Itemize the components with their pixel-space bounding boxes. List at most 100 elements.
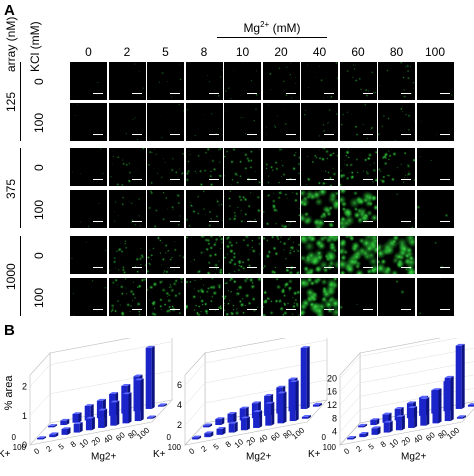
scale-bar: [440, 267, 450, 268]
bar-front: [302, 417, 308, 419]
mg-tick-label: 20: [90, 435, 103, 448]
micrograph-cell: [224, 236, 261, 274]
mg-column-label: 2: [107, 45, 147, 59]
mg-tick-label: 0: [342, 446, 352, 456]
kcl-label: 100: [32, 288, 46, 308]
micrograph-cell: [263, 236, 300, 274]
mg-tick-label: 8: [379, 439, 389, 449]
scale-bar: [363, 267, 373, 268]
micrograph-cell: [186, 278, 223, 316]
scale-bar: [132, 309, 142, 310]
bar-front-side: [284, 392, 287, 424]
scale-bar: [401, 93, 411, 94]
scale-bar: [209, 93, 219, 94]
bar-front-side: [129, 392, 132, 423]
micrograph-cell: [109, 103, 146, 141]
micrograph-cell: [340, 190, 377, 228]
mg-tick-label: 8: [224, 439, 234, 449]
scale-bar: [93, 221, 103, 222]
array-label: 1000: [4, 264, 18, 291]
bar-back-side: [462, 344, 465, 409]
mg-header-text: Mg2+ (mM): [243, 21, 300, 35]
bar-front: [408, 408, 414, 428]
mg-tick-label: 0: [32, 446, 42, 456]
scale-bar: [209, 134, 219, 135]
micrograph-cell: [417, 190, 454, 228]
bar-front-side: [451, 376, 454, 421]
micrograph-cell: [378, 190, 415, 228]
bar-front: [290, 382, 296, 421]
mg-tick-label: 5: [57, 442, 67, 452]
micrograph-cell: [186, 103, 223, 141]
bar-front: [372, 428, 378, 435]
micrograph-cell: [224, 190, 261, 228]
micrograph-cell: [417, 62, 454, 100]
bar-front: [278, 393, 284, 423]
micrograph-cell: [70, 278, 107, 316]
bar-front: [241, 418, 247, 430]
y-tick-label: 4: [177, 400, 182, 410]
micrograph-cell: [263, 148, 300, 186]
bar-front: [49, 434, 55, 437]
mg-tick-label: 100: [445, 425, 461, 441]
scale-bar: [209, 221, 219, 222]
bar-front: [110, 402, 116, 425]
side-wall: [30, 353, 50, 445]
micrograph-cell: [70, 103, 107, 141]
mg-column-label: 8: [184, 45, 224, 59]
mg-tick-label: 100: [290, 425, 306, 441]
scale-bar: [93, 134, 103, 135]
micrograph-cell: [147, 62, 184, 100]
scale-bar: [247, 309, 257, 310]
micrograph-cell: [263, 103, 300, 141]
bar-front: [62, 429, 68, 435]
micrograph-cell: [263, 278, 300, 316]
mg-tick-label: 10: [78, 437, 91, 450]
scale-bar: [170, 93, 180, 94]
array-bracket: [20, 236, 21, 316]
micrograph-cell: [186, 190, 223, 228]
bar-back: [301, 348, 307, 409]
mg-header: Mg2+ (mM): [217, 20, 327, 35]
micrograph-cell: [417, 278, 454, 316]
bar-front: [384, 423, 390, 433]
scale-bar: [440, 179, 450, 180]
mg-tick-label: 40: [257, 432, 270, 445]
micrograph-cell: [109, 148, 146, 186]
mg-column-label: 20: [261, 45, 301, 59]
bar-front: [359, 434, 365, 437]
scale-bar: [440, 93, 450, 94]
mg-tick-label: 20: [400, 435, 413, 448]
mg-column-label: 5: [146, 45, 186, 59]
scale-bar: [324, 179, 334, 180]
scale-bar: [132, 179, 142, 180]
scale-bar: [286, 309, 296, 310]
mg-column-label: 80: [377, 45, 417, 59]
scale-bar: [363, 309, 373, 310]
mg-column-label: 0: [69, 45, 109, 59]
scale-bar: [286, 134, 296, 135]
micrograph-cell: [263, 62, 300, 100]
k-tick-label: 0: [167, 433, 172, 442]
micrograph-cell: [224, 148, 261, 186]
bar-front: [457, 417, 463, 419]
bar-front-side: [104, 409, 107, 428]
scale-bar: [324, 134, 334, 135]
scale-bar: [93, 267, 103, 268]
bar-front: [229, 424, 235, 433]
micrograph-cell: [378, 278, 415, 316]
micrograph-cell: [186, 62, 223, 100]
mg-tick-label: 2: [354, 444, 364, 454]
bar-front-side: [235, 422, 238, 433]
bar-front: [86, 419, 92, 431]
bar-front-side: [426, 397, 429, 425]
mg-tick-label: 5: [212, 442, 222, 452]
scale-bar: [93, 309, 103, 310]
bar-back: [468, 405, 474, 407]
scale-bar: [286, 179, 296, 180]
bar-back: [228, 414, 234, 423]
mg-column-label: 100: [415, 45, 455, 59]
k-tick-label: 100: [168, 443, 182, 452]
